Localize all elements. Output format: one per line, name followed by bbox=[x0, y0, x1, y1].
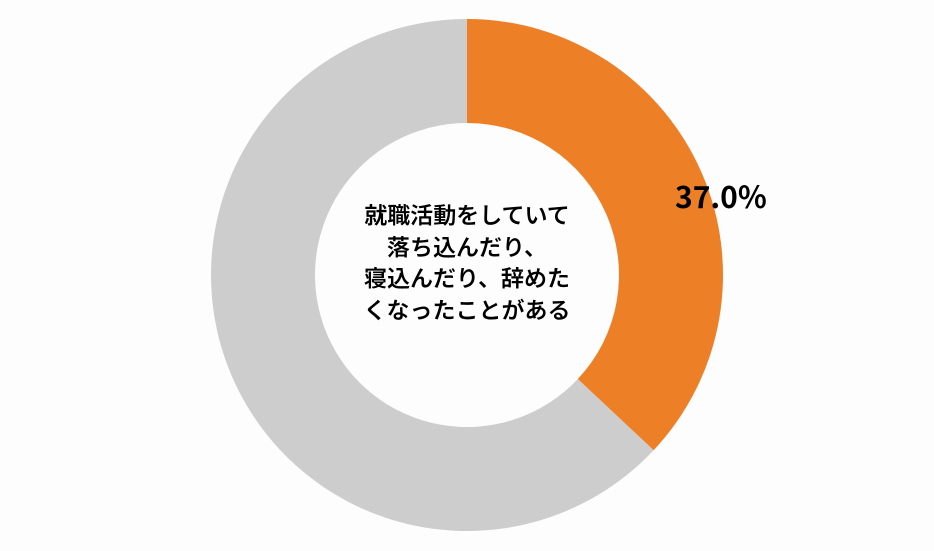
chart-center-label: 就職活動をしていて 落ち込んだり、 寝込んだり、辞めた くなったことがある bbox=[0, 199, 934, 326]
donut-chart: 就職活動をしていて 落ち込んだり、 寝込んだり、辞めた くなったことがある 37… bbox=[0, 0, 934, 551]
chart-data-label: 37.0% bbox=[675, 173, 767, 217]
